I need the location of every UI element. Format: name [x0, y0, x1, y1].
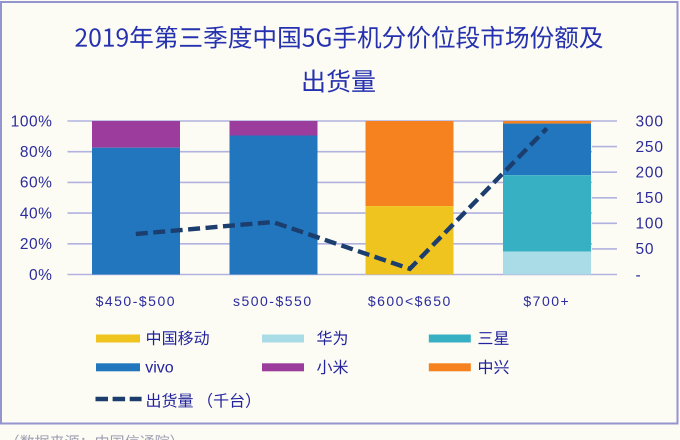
- svg-text:$700+: $700+: [523, 293, 570, 309]
- svg-text:300: 300: [636, 113, 664, 130]
- svg-text:s500-$550: s500-$550: [233, 293, 313, 309]
- svg-text:100%: 100%: [11, 113, 53, 130]
- svg-text:$600<$650: $600<$650: [368, 293, 452, 309]
- svg-text:40%: 40%: [20, 205, 53, 222]
- svg-text:vivo: vivo: [145, 360, 174, 377]
- svg-text:50: 50: [636, 241, 655, 258]
- svg-text:60%: 60%: [20, 175, 53, 192]
- svg-text:0%: 0%: [29, 267, 53, 284]
- svg-text:$450-$500: $450-$500: [96, 293, 176, 309]
- svg-text:200: 200: [636, 165, 664, 182]
- svg-text:100: 100: [636, 216, 664, 233]
- svg-text:20%: 20%: [20, 236, 53, 253]
- svg-text:-: -: [636, 267, 642, 284]
- svg-text:80%: 80%: [20, 144, 53, 161]
- svg-text:250: 250: [636, 139, 664, 156]
- svg-text:150: 150: [636, 190, 664, 207]
